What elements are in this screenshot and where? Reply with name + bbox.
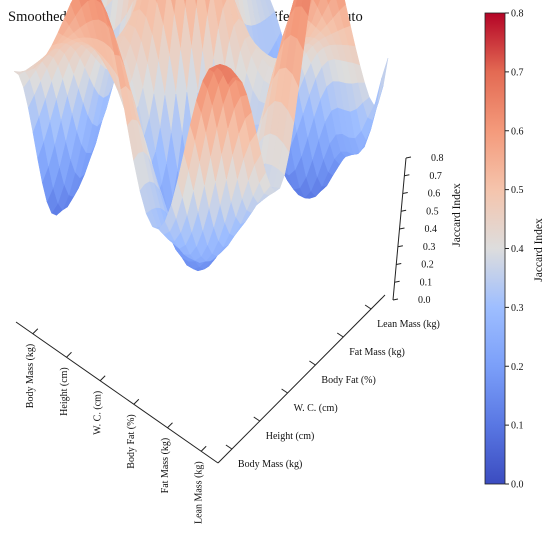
colorbar-tick-label: 0.1: [511, 421, 524, 432]
x-tick-label: Fat Mass (kg): [160, 438, 171, 494]
colorbar-label: Jaccard Index: [533, 218, 545, 282]
z-axis-label: Jaccard Index: [451, 183, 463, 247]
colorbar-tick-label: 0.2: [511, 362, 524, 373]
z-tick-label: 0.7: [429, 171, 442, 182]
colorbar-tick-label: 0.8: [511, 9, 524, 20]
colorbar-tick-label: 0.0: [511, 480, 524, 491]
x-tick-label: Height (cm): [59, 367, 70, 416]
y-tick-label: Body Fat (%): [321, 375, 375, 386]
x-tick-label: Body Fat (%): [126, 414, 137, 468]
x-tick-label: W. C. (cm): [92, 391, 103, 435]
jaccard-surface: [13, 0, 389, 272]
z-tick-label: 0.4: [425, 224, 438, 235]
y-tick-label: Body Mass (kg): [238, 459, 302, 470]
z-tick-label: 0.3: [423, 242, 436, 253]
y-tick-label: Fat Mass (kg): [349, 347, 405, 358]
y-tick-label: Height (cm): [266, 431, 315, 442]
colorbar-gradient: [484, 12, 506, 485]
colorbar-tick-label: 0.6: [511, 126, 524, 137]
colorbar-tick-label: 0.4: [511, 244, 524, 255]
z-tick-label: 0.8: [431, 153, 444, 164]
colorbar-tick-label: 0.3: [511, 303, 524, 314]
colorbar-tick-label: 0.5: [511, 185, 524, 196]
y-tick-label: W. C. (cm): [294, 403, 338, 414]
colorbar: 0.0 0.1 0.2 0.3 0.4 0.5 0.6 0.7 0.8 Jaccard Index: [484, 9, 545, 491]
x-tick-label: Lean Mass (kg): [193, 461, 204, 524]
axes: Body Mass (kg) Height (cm) W. C. (cm) Body …: [15, 153, 463, 524]
colorbar-tick-label: 0.7: [511, 67, 524, 78]
z-tick-label: 0.6: [428, 189, 441, 200]
y-tick-label: Lean Mass (kg): [377, 319, 440, 330]
z-tick-label: 0.5: [426, 206, 439, 217]
z-tick-label: 0.0: [418, 295, 431, 306]
z-tick-label: 0.2: [421, 260, 434, 271]
x-tick-label: Body Mass (kg): [25, 344, 36, 408]
z-tick-label: 0.1: [420, 277, 433, 288]
